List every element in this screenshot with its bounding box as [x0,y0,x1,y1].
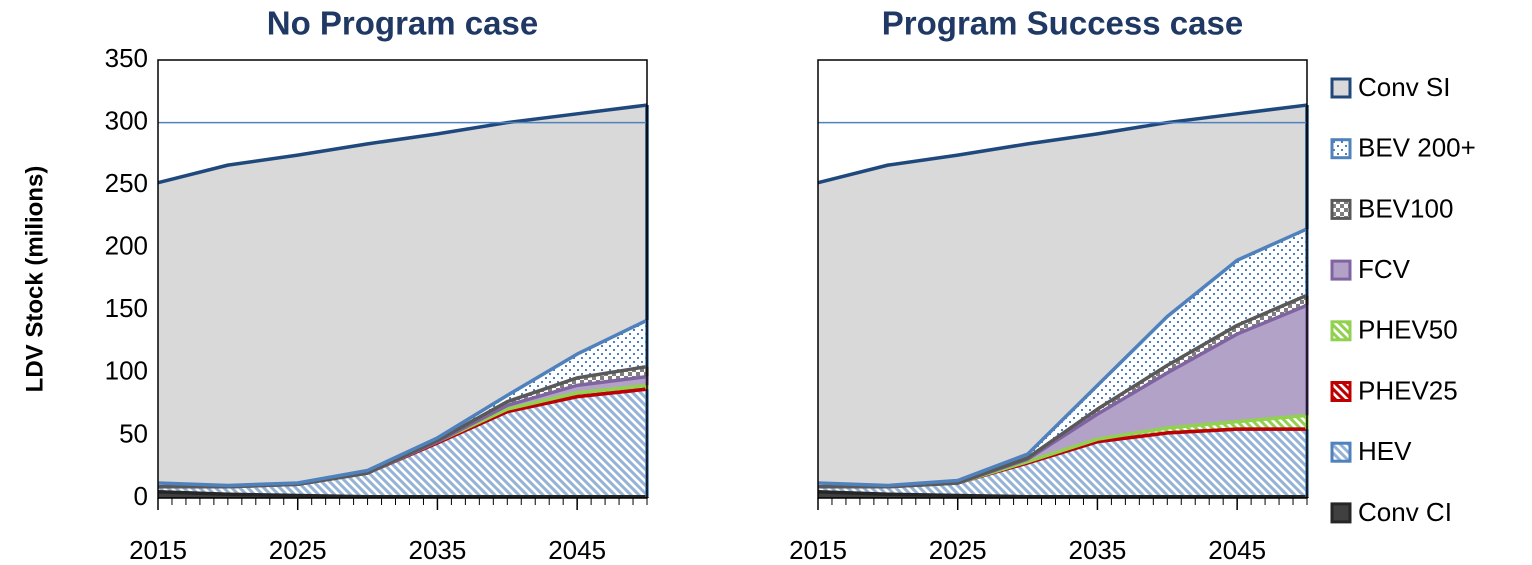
area-outline [157,489,647,499]
legend-label: BEV 200+ [1358,133,1476,163]
legend-label: BEV100 [1358,193,1453,223]
legend-swatch [1330,441,1352,463]
x-tick-label: 2045 [548,535,606,565]
legend-label: HEV [1358,436,1412,466]
y-tick-label: 200 [105,231,148,261]
legend-swatch [1330,77,1352,99]
legend-swatch [1330,381,1352,402]
area-outline [157,318,648,488]
area-outline [817,103,1308,185]
area-outline [157,103,648,185]
y-tick-label: 150 [105,293,148,323]
area-outline [817,227,1308,488]
y-tick-label: 0 [134,481,148,511]
x-tick-label: 2015 [129,535,187,565]
chart-title: Program Success case [882,5,1243,42]
area [818,105,1307,486]
legend-label: PHEV25 [1358,375,1458,405]
x-tick-label: 2045 [1208,535,1266,565]
area [818,228,1307,487]
y-tick-label: 100 [105,356,148,386]
x-tick-label: 2025 [929,535,987,565]
legend-swatch [1330,259,1352,281]
x-tick-label: 2035 [409,535,467,565]
legend-swatch [1330,138,1352,160]
area-outline [817,489,1307,499]
chart-title: No Program case [267,5,538,42]
y-tick-label: 50 [119,418,148,448]
legend-label: Conv CI [1358,497,1452,527]
y-tick-label: 250 [105,168,148,198]
plot-frame [817,59,1308,499]
x-tick-label: 2015 [789,535,847,565]
y-tick-label: 350 [105,43,148,73]
area [158,105,647,486]
legend-swatch [1330,320,1352,342]
legend-swatch [1330,502,1352,524]
legend-label: FCV [1358,254,1411,284]
area [818,429,1307,497]
legend-label: PHEV50 [1358,315,1458,345]
area [158,389,647,497]
legend-label: Conv SI [1358,72,1451,102]
plot-frame [157,59,648,499]
y-tick-label: 300 [105,105,148,135]
x-tick-label: 2025 [269,535,327,565]
legend-swatch [1330,198,1352,220]
y-axis-label: LDV Stock (milions) [21,166,48,393]
x-tick-label: 2035 [1069,535,1127,565]
